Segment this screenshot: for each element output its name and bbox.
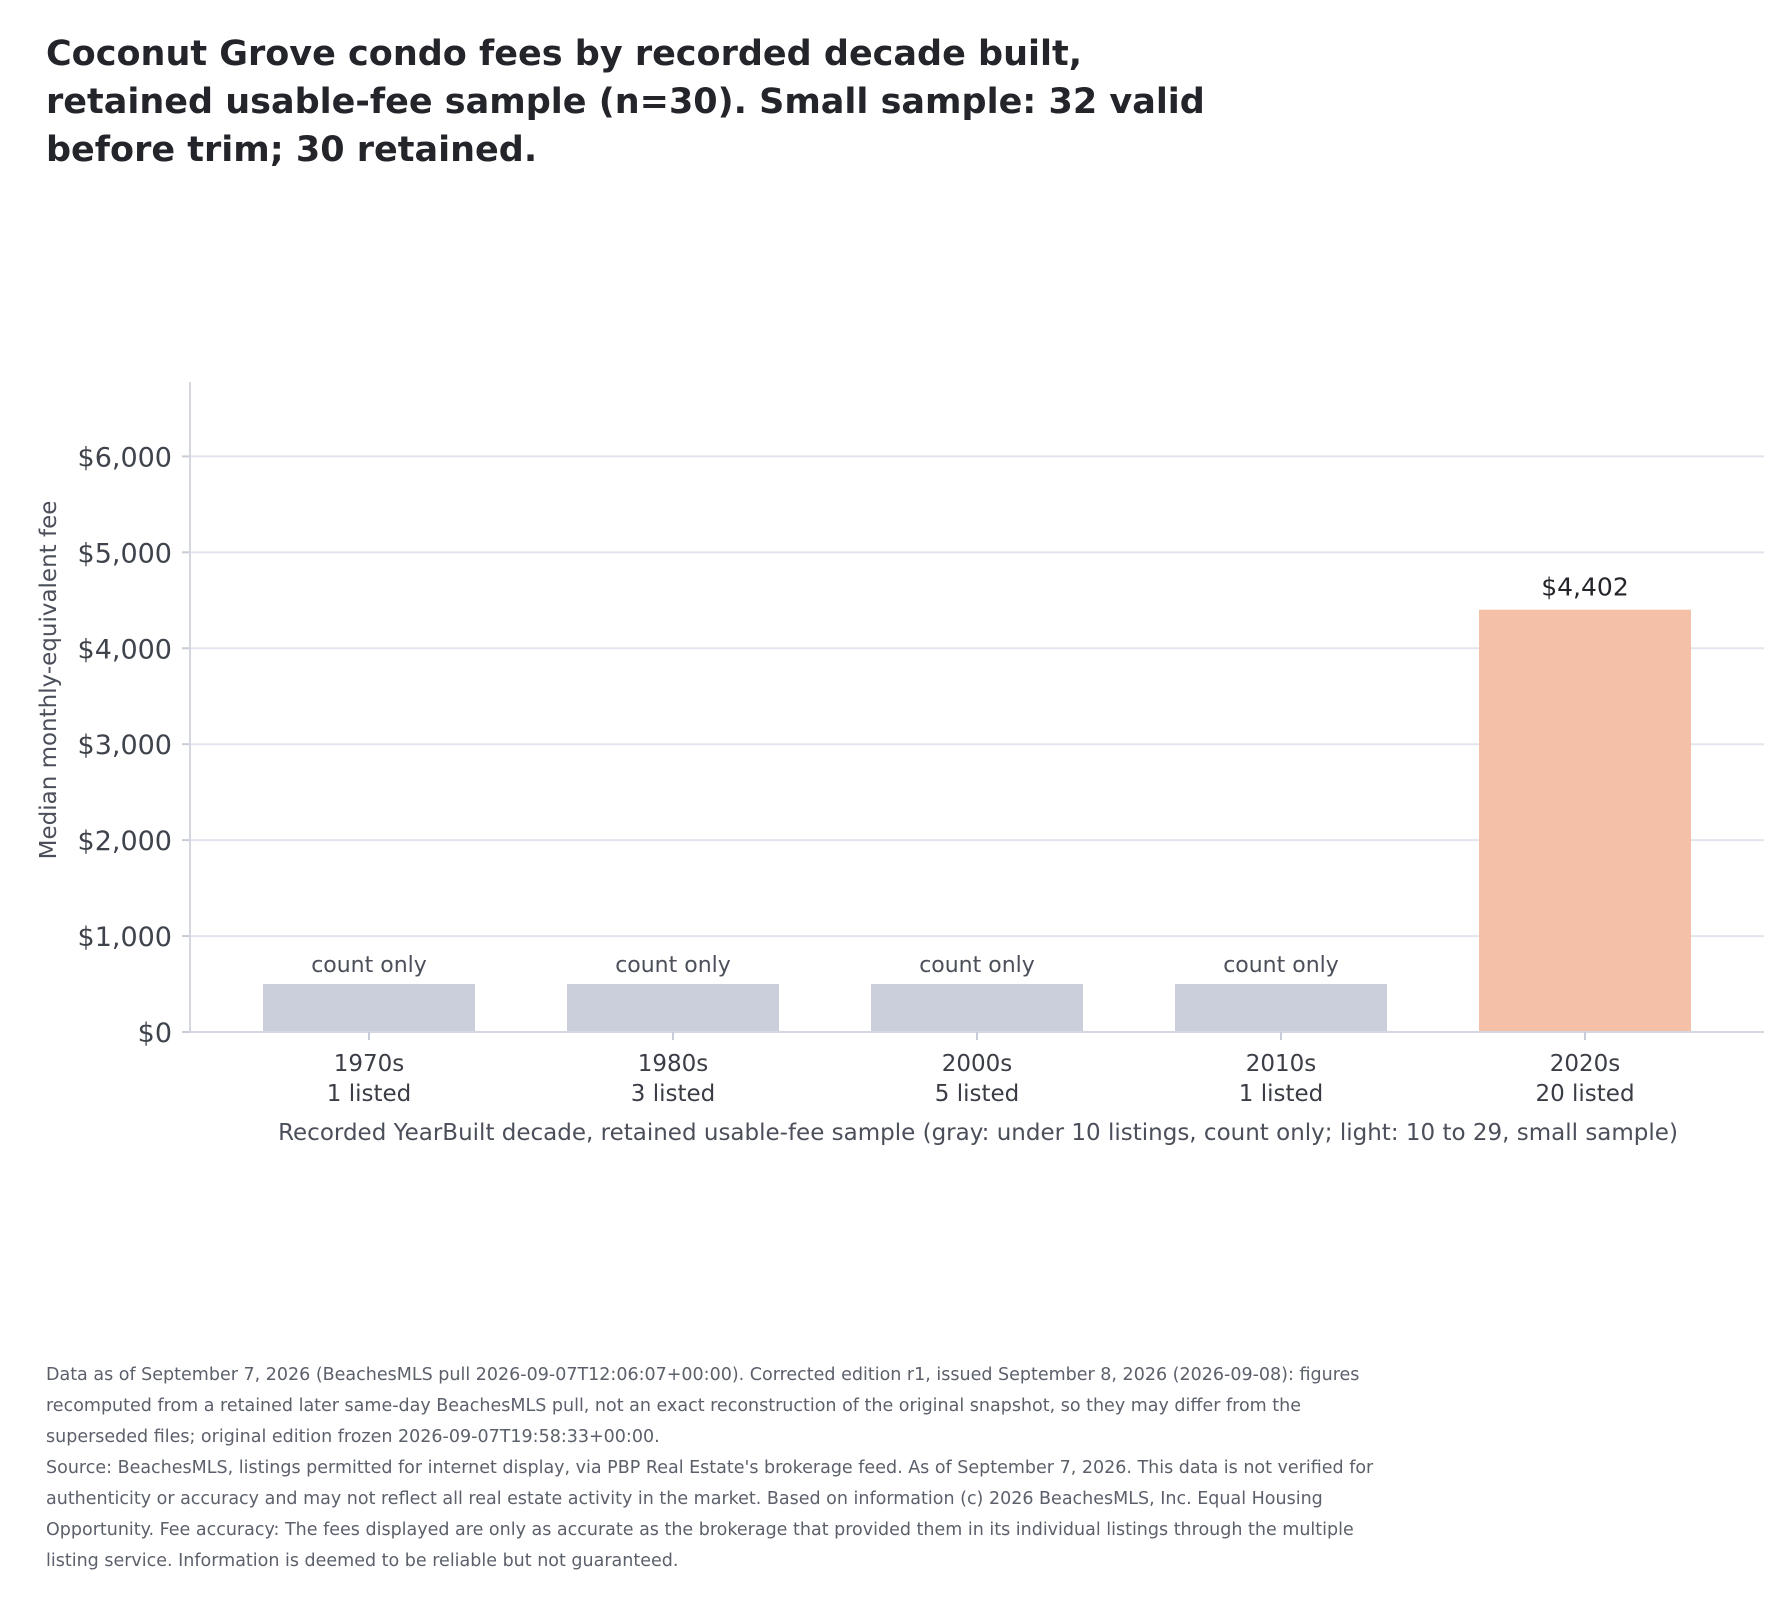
x-tick-label: 2010s — [1246, 1051, 1317, 1077]
x-tick-count-label: 3 listed — [631, 1081, 715, 1107]
bar-data-label: count only — [1223, 953, 1339, 978]
bar-data-label: $4,402 — [1541, 573, 1628, 602]
x-tick-label: 1970s — [334, 1051, 405, 1077]
bar-data-label: count only — [919, 953, 1035, 978]
bar-1980s — [567, 984, 779, 1032]
x-tick-count-label: 20 listed — [1535, 1081, 1634, 1107]
y-tick-label: $0 — [138, 1018, 172, 1049]
bar-2000s — [871, 984, 1083, 1032]
y-axis-title: Median monthly-equivalent fee — [36, 501, 62, 860]
x-tick-label: 2000s — [942, 1051, 1013, 1077]
y-tick-label: $4,000 — [78, 634, 172, 665]
bar-data-label: count only — [615, 953, 731, 978]
y-tick-label: $2,000 — [78, 826, 172, 857]
x-tick-count-label: 5 listed — [935, 1081, 1019, 1107]
y-tick-label: $5,000 — [78, 538, 172, 569]
x-axis-title: Recorded YearBuilt decade, retained usab… — [278, 1120, 1678, 1146]
data-note: Data as of September 7, 2026 (BeachesMLS… — [46, 1365, 1360, 1447]
x-axis: 1970s 1 listed 1980s 3 listed 2000s 5 listed 2… — [190, 1031, 1764, 1107]
y-tick-label: $3,000 — [78, 730, 172, 761]
y-tick-label: $6,000 — [78, 442, 172, 473]
y-tick-label: $1,000 — [78, 922, 172, 953]
bar-chart: $0 $1,000 $2,000 $3,000 $4,000 $5,000 $6,000 c… — [36, 382, 1764, 1146]
x-tick-count-label: 1 listed — [327, 1081, 411, 1107]
bar-data-label: count only — [311, 953, 427, 978]
x-tick-label: 1980s — [638, 1051, 709, 1077]
bars: count only count only count only count only… — [263, 573, 1691, 1032]
x-tick-count-label: 1 listed — [1239, 1081, 1323, 1107]
x-tick-label: 2020s — [1550, 1051, 1621, 1077]
footer-notes: Data as of September 7, 2026 (BeachesMLS… — [46, 1360, 1386, 1577]
bar-2020s — [1479, 609, 1691, 1032]
chart-title: Coconut Grove condo fees by recorded dec… — [46, 34, 1205, 170]
y-axis: $0 $1,000 $2,000 $3,000 $4,000 $5,000 $6,000 — [78, 382, 191, 1049]
bar-1970s — [263, 984, 475, 1032]
bar-2010s — [1175, 984, 1387, 1032]
source-note: Source: BeachesMLS, listings permitted f… — [46, 1458, 1374, 1571]
